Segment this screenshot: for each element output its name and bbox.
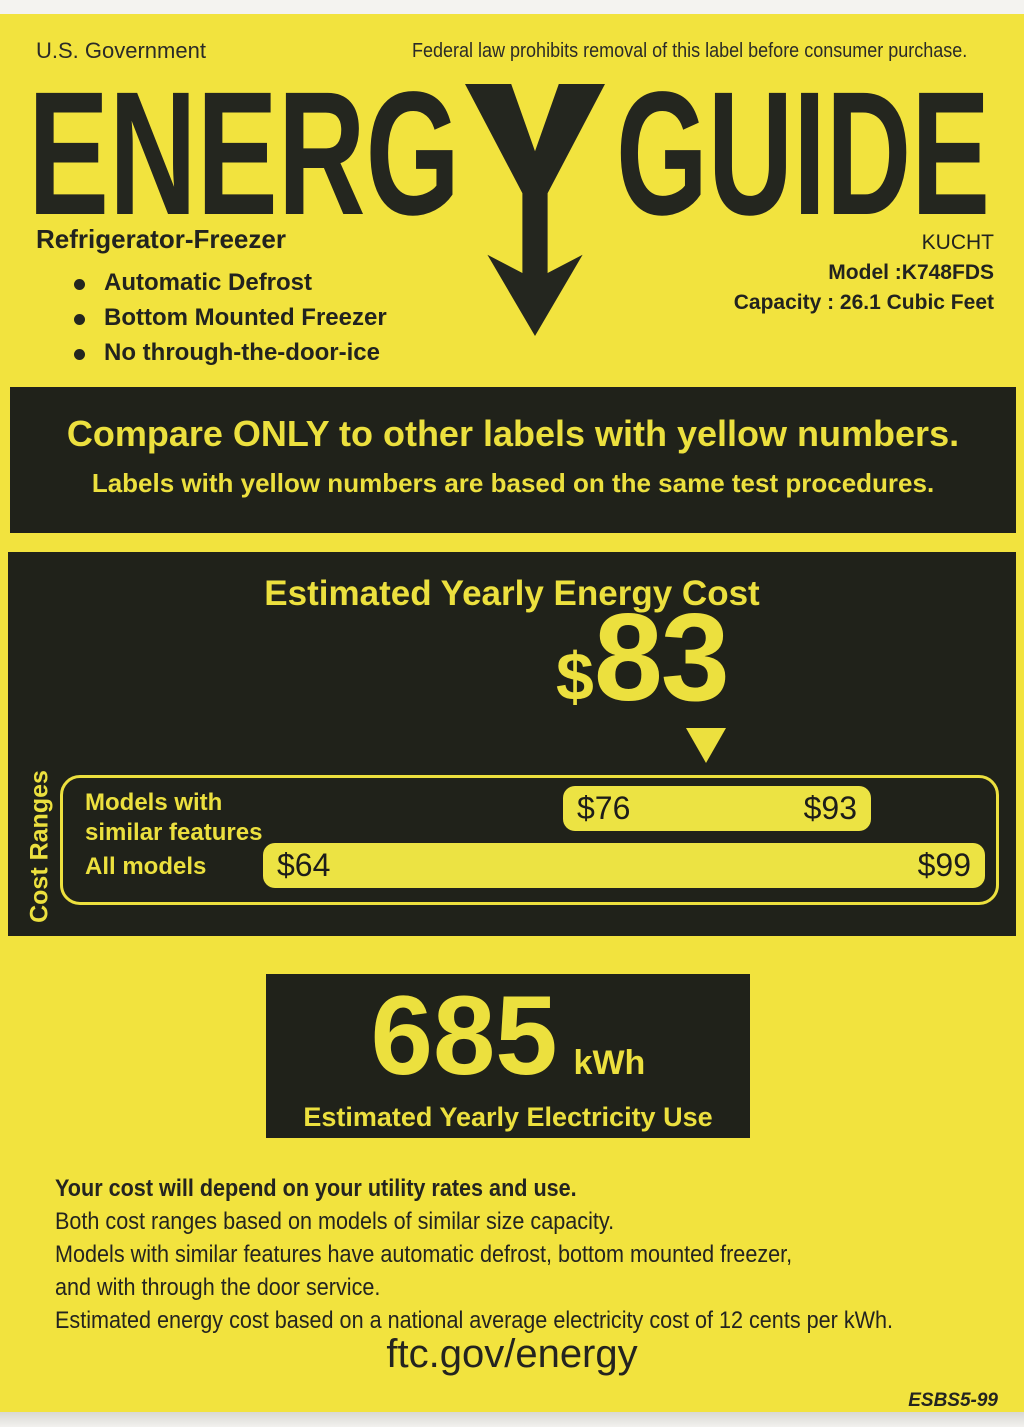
compare-banner: Compare ONLY to other labels with yellow… <box>10 387 1016 533</box>
photo-background-top <box>0 0 1024 14</box>
energy-cost-value: 83 <box>593 589 730 727</box>
product-category: Refrigerator-Freezer <box>36 224 286 254</box>
energy-cost-title: Estimated Yearly Energy Cost <box>264 574 760 613</box>
footnote-line: Both cost ranges based on models of simi… <box>55 1208 615 1235</box>
feature-item: No through-the-door-ice <box>36 335 387 370</box>
all-models-label: All models <box>85 853 207 880</box>
brand-name: KUCHT <box>921 231 994 254</box>
us-government-text: U.S. Government <box>36 38 206 63</box>
similar-models-label: Models with similar features <box>85 788 262 848</box>
ftc-url: ftc.gov/energy <box>386 1332 638 1376</box>
range-max-value: $93 <box>803 790 857 826</box>
footnotes: Your cost will depend on your utility ra… <box>55 1172 986 1337</box>
range-min-value: $76 <box>577 790 631 826</box>
down-arrow-icon <box>465 84 605 336</box>
logo-text-guide: GUIDE <box>616 82 990 252</box>
similar-models-range-bar: $76 $93 <box>563 786 871 831</box>
feature-label: Automatic Defrost <box>104 269 313 296</box>
energy-cost-panel: Estimated Yearly Energy Cost $ 83 Cost R… <box>8 552 1016 936</box>
kwh-unit: kWh <box>573 1043 646 1082</box>
feature-label: Bottom Mounted Freezer <box>104 304 387 331</box>
all-models-range-bar: $64 $99 <box>263 843 985 888</box>
footnote-line: and with through the door service. <box>55 1274 381 1301</box>
cost-ranges-axis-label: Cost Ranges <box>25 770 54 923</box>
similar-models-label-line1: Models with <box>85 789 223 816</box>
brand-block: KUCHT Model :K748FDS Capacity : 26.1 Cub… <box>734 228 994 318</box>
down-triangle-icon <box>686 728 726 763</box>
range-min-value: $64 <box>277 847 331 883</box>
electricity-use-panel: 685 kWh Estimated Yearly Electricity Use <box>266 974 750 1138</box>
model-number: Model :K748FDS <box>828 261 994 284</box>
footnote-line: Models with similar features have automa… <box>55 1241 793 1268</box>
currency-symbol: $ <box>556 639 594 715</box>
similar-models-label-line2: similar features <box>85 819 263 846</box>
capacity: Capacity : 26.1 Cubic Feet <box>733 291 994 314</box>
energyguide-label: U.S. Government Federal law prohibits re… <box>0 14 1024 1412</box>
compare-banner-line1: Compare ONLY to other labels with yellow… <box>66 413 960 454</box>
energy-cost-amount: $ 83 <box>556 589 730 727</box>
bullet-dot-icon <box>74 349 85 360</box>
compare-banner-line2: Labels with yellow numbers are based on … <box>91 468 935 498</box>
electricity-use-amount: 685 kWh <box>370 972 646 1098</box>
bullet-dot-icon <box>74 314 85 325</box>
photo-background-bottom <box>0 1412 1024 1427</box>
footnote-line: Your cost will depend on your utility ra… <box>55 1175 577 1202</box>
footnote-line: Estimated energy cost based on a nationa… <box>55 1307 894 1334</box>
cost-ranges-box: Models with similar features $76 $93 All… <box>60 775 999 905</box>
kwh-value: 685 <box>370 972 558 1098</box>
feature-label: No through-the-door-ice <box>104 339 380 366</box>
bullet-dot-icon <box>74 279 85 290</box>
product-features: Refrigerator-Freezer Automatic Defrost B… <box>36 224 387 370</box>
label-code: ESBS5-99 <box>908 1390 998 1411</box>
logo-text-energ: ENERG <box>28 82 460 252</box>
electricity-use-caption: Estimated Yearly Electricity Use <box>303 1101 713 1132</box>
federal-law-notice: Federal law prohibits removal of this la… <box>412 40 968 62</box>
range-max-value: $99 <box>917 847 971 883</box>
feature-item: Automatic Defrost <box>36 265 387 300</box>
feature-item: Bottom Mounted Freezer <box>36 300 387 335</box>
energyguide-logo: ENERG GUIDE <box>28 82 990 336</box>
